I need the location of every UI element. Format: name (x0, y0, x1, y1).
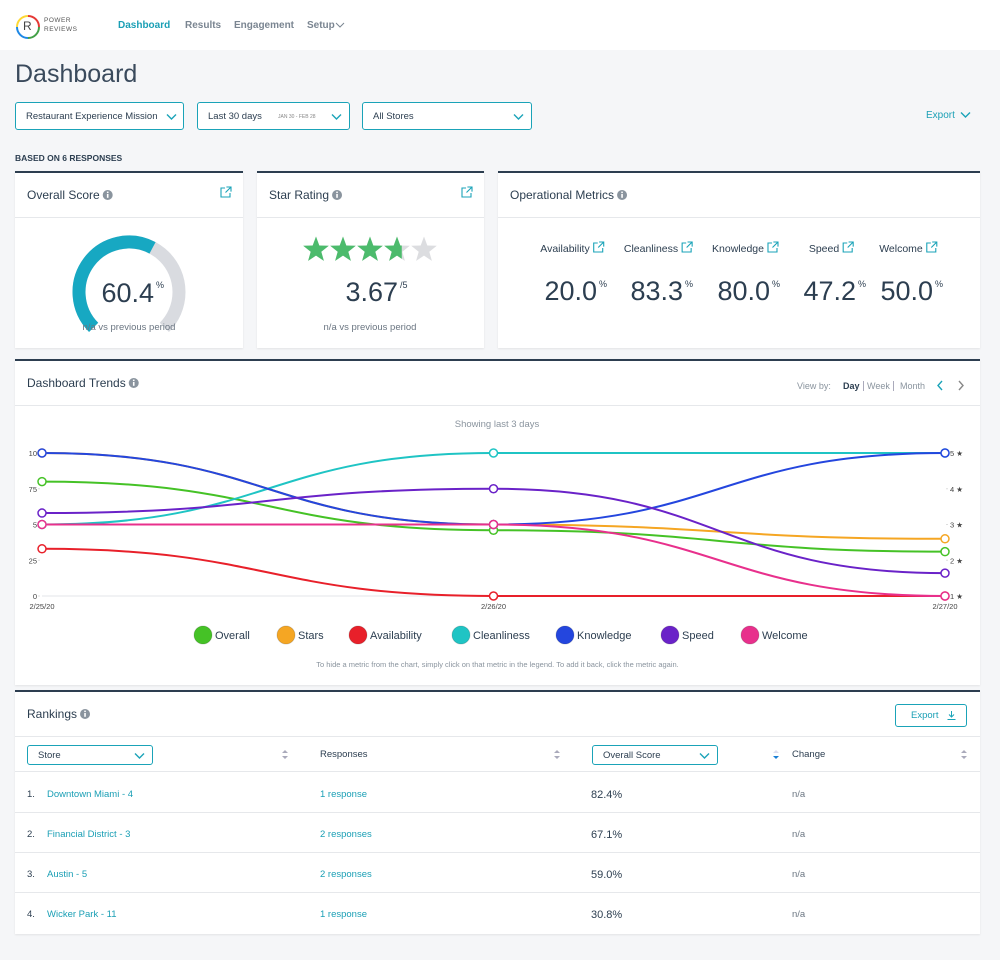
rank: 1. (27, 789, 35, 800)
date-dropdown[interactable]: Last 30 days JAN 30 - FEB 28 (197, 102, 350, 130)
date-range: JAN 30 - FEB 28 (278, 114, 316, 120)
export-button[interactable]: Export (895, 704, 967, 727)
card-header (498, 173, 980, 218)
nav-link[interactable]: Setup (307, 20, 335, 31)
rank: 3. (27, 869, 35, 880)
logo-mark: R (23, 19, 32, 33)
card-header (15, 361, 980, 406)
row-rule (15, 892, 980, 893)
store-link[interactable]: Wicker Park - 11 (47, 909, 117, 920)
view-option[interactable]: Month (900, 381, 926, 391)
nav-link[interactable]: Results (185, 20, 222, 31)
prev-arrow[interactable] (936, 380, 944, 391)
change: n/a (792, 869, 806, 880)
mission-dropdown[interactable]: Restaurant Experience Mission (15, 102, 184, 130)
logo-text: REVIEWS (44, 26, 78, 33)
change: n/a (792, 789, 806, 800)
chevron (513, 114, 524, 120)
download-icon (947, 711, 956, 720)
score: 59.0% (591, 869, 623, 881)
column-header[interactable]: Responses (320, 749, 368, 760)
column-header[interactable]: Change (792, 749, 826, 760)
store-link[interactable]: Downtown Miami - 4 (47, 789, 134, 800)
column-header: Store (38, 750, 61, 761)
nav-link[interactable]: Engagement (234, 20, 295, 31)
chevron (699, 753, 710, 759)
star-rating-card: Star Rating (257, 171, 484, 348)
view-option[interactable]: Week (867, 381, 894, 391)
card-title: Overall Score (27, 188, 100, 202)
logo (16, 15, 40, 39)
card-title: Rankings (27, 707, 78, 721)
responses-link[interactable]: 2 responses (320, 869, 372, 880)
responses-link[interactable]: 1 response (320, 909, 368, 920)
overall-score-card: Overall Score (15, 171, 243, 348)
change: n/a (792, 829, 806, 840)
store-column-dropdown[interactable]: Store (27, 745, 153, 765)
score-column-dropdown[interactable]: Overall Score (592, 745, 718, 765)
operational-card: Operational Metrics (498, 171, 980, 348)
nav-bar (0, 0, 1000, 50)
sort-icon[interactable] (553, 749, 561, 760)
chevron (166, 114, 177, 120)
export-link[interactable]: Export (926, 110, 955, 121)
next-arrow[interactable] (957, 380, 965, 391)
view-by: View by: (797, 381, 831, 391)
row-rule (15, 852, 980, 853)
summary: BASED ON 6 RESPONSES (15, 153, 123, 163)
chevron (960, 112, 971, 118)
card-title: Star Rating (269, 188, 330, 202)
trends-note: To hide a metric from the chart, simply … (316, 660, 679, 669)
dropdown-label: Last 30 days (208, 111, 262, 122)
column-header: Overall Score (603, 750, 661, 761)
score: 82.4% (591, 789, 623, 801)
chevron (335, 22, 345, 28)
nav-link[interactable]: Dashboard (118, 20, 171, 31)
rank: 2. (27, 829, 35, 840)
store-link[interactable]: Austin - 5 (47, 869, 88, 880)
header-rule (15, 771, 980, 772)
dropdown-label: Restaurant Experience Mission (26, 111, 158, 122)
sort-icon[interactable] (960, 749, 968, 760)
responses-link[interactable]: 1 response (320, 789, 368, 800)
card-header (15, 692, 980, 737)
dropdown-label: All Stores (373, 111, 414, 122)
sort-icon[interactable] (772, 749, 780, 760)
score: 30.8% (591, 909, 623, 921)
change: n/a (792, 909, 806, 920)
chevron (331, 114, 342, 120)
sort-icon[interactable] (281, 749, 289, 760)
score: 67.1% (591, 829, 623, 841)
card-title: Dashboard Trends (27, 376, 126, 390)
view-option[interactable]: Day (843, 381, 864, 391)
card-header (257, 173, 484, 218)
logo-text: POWER (44, 17, 72, 24)
rank: 4. (27, 909, 35, 920)
rankings-card: Rankings Export Store Responses Overall … (15, 690, 980, 934)
store-dropdown[interactable]: All Stores (362, 102, 532, 130)
page-title: Dashboard (15, 60, 138, 88)
card-title: Operational Metrics (510, 188, 615, 202)
responses-link[interactable]: 2 responses (320, 829, 372, 840)
row-rule (15, 812, 980, 813)
button-label: Export (911, 710, 939, 721)
store-link[interactable]: Financial District - 3 (47, 829, 131, 840)
card-header (15, 173, 243, 218)
trends-card: Dashboard Trends View by: Day Week Month… (15, 359, 980, 685)
chevron (134, 753, 145, 759)
